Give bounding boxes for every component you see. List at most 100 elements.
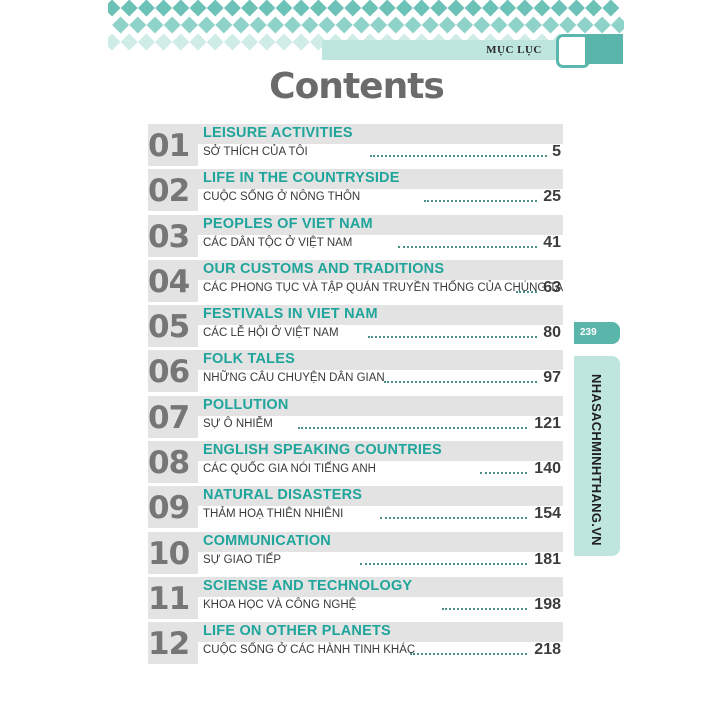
diamond-shape <box>172 33 190 51</box>
chapter-row[interactable]: 10 COMMUNICATION SỰ GIAO TIẾP 181 <box>148 531 563 574</box>
chapter-page: 5 <box>552 143 561 160</box>
diamond-shape <box>275 0 293 17</box>
header-tail-decoration <box>585 34 623 64</box>
leader-dots <box>384 381 537 384</box>
chapter-page: 218 <box>534 641 561 659</box>
chapter-row[interactable]: 06 FOLK TALES NHỮNG CÂU CHUYỆN DÂN GIAN … <box>148 350 563 393</box>
chapter-row[interactable]: 02 LIFE IN THE COUNTRYSIDE CUỘC SỐNG Ở N… <box>148 169 563 212</box>
diamond-shape <box>473 16 491 34</box>
chapter-number: 06 <box>148 354 190 391</box>
diamond-shape <box>129 16 147 34</box>
leader-dots <box>398 245 537 248</box>
diamond-shape <box>352 16 370 34</box>
diamond-shape <box>215 16 233 34</box>
diamond-shape <box>576 16 594 34</box>
diamond-shape <box>284 16 302 34</box>
diamond-shape <box>395 0 413 17</box>
diamond-shape <box>464 0 482 17</box>
diamond-shape <box>108 33 121 51</box>
diamond-pattern-decoration <box>108 0 624 51</box>
leader-dots <box>370 155 547 157</box>
chapter-number: 03 <box>148 218 190 255</box>
diamond-shape <box>490 16 508 34</box>
chapter-row[interactable]: 04 OUR CUSTOMS AND TRADITIONS CÁC PHONG … <box>148 259 564 302</box>
chapter-title-en: LIFE IN THE COUNTRYSIDE <box>203 170 400 187</box>
diamond-shape <box>516 0 534 17</box>
chapter-number: 10 <box>148 535 190 572</box>
chapter-title-vi: CÁC LỄ HỘI Ở VIỆT NAM <box>203 327 339 340</box>
diamond-shape <box>292 33 310 51</box>
leader-dots <box>442 607 527 610</box>
diamond-shape <box>223 0 241 17</box>
diamond-shape <box>309 0 327 17</box>
diamond-shape <box>137 33 155 51</box>
diamond-shape <box>499 0 517 17</box>
chapter-page: 140 <box>534 460 561 478</box>
diamond-shape <box>327 0 345 17</box>
diamond-shape <box>241 33 259 51</box>
diamond-shape <box>172 0 190 17</box>
diamond-shape <box>550 0 568 17</box>
chapter-row[interactable]: 03 PEOPLES OF VIET NAM CÁC DÂN TỘC Ở VIỆ… <box>148 214 563 257</box>
chapter-row[interactable]: 09 NATURAL DISASTERS THẢM HOẠ THIÊN NHIÊ… <box>148 486 563 529</box>
chapter-title-vi: CUỘC SỐNG Ở NÔNG THÔN <box>203 191 361 204</box>
chapter-row[interactable]: 05 FESTIVALS IN VIET NAM CÁC LỄ HỘI Ở VI… <box>148 305 563 348</box>
diamond-shape <box>292 0 310 17</box>
contents-list: 01 LEISURE ACTIVITIES SỞ THÍCH CỦA TÔI 5… <box>148 124 563 668</box>
chapter-row[interactable]: 11 SCIENSE AND TECHNOLOGY KHOA HỌC VÀ CÔ… <box>148 576 563 619</box>
chapter-number: 05 <box>148 309 190 346</box>
diamond-shape <box>198 16 216 34</box>
diamond-shape <box>266 16 284 34</box>
diamond-shape <box>507 16 525 34</box>
diamond-shape <box>430 0 448 17</box>
chapter-row[interactable]: 12 LIFE ON OTHER PLANETS CUỘC SỐNG Ở CÁC… <box>148 622 563 665</box>
diamond-shape <box>301 16 319 34</box>
diamond-shape <box>146 16 164 34</box>
diamond-shape <box>481 0 499 17</box>
chapter-title-en: ENGLISH SPEAKING COUNTRIES <box>203 442 442 459</box>
chapter-row[interactable]: 01 LEISURE ACTIVITIES SỞ THÍCH CỦA TÔI 5 <box>148 124 563 166</box>
diamond-shape <box>361 0 379 17</box>
section-label: MỤC LỤC <box>486 44 542 56</box>
diamond-shape <box>447 0 465 17</box>
diamond-shape <box>533 0 551 17</box>
chapter-page: 25 <box>543 188 561 206</box>
diamond-shape <box>524 16 542 34</box>
website-label: NHASACHMINHTHANG.VN <box>589 374 604 546</box>
chapter-title-vi: CÁC PHONG TỤC VÀ TẬP QUÁN TRUYỀN THỐNG C… <box>203 281 564 294</box>
chapter-number: 07 <box>148 399 190 436</box>
chapter-title-en: FESTIVALS IN VIET NAM <box>203 306 378 323</box>
chapter-row[interactable]: 07 POLLUTION SỰ Ô NHIỄM 121 <box>148 395 563 438</box>
diamond-shape <box>120 33 138 51</box>
diamond-shape <box>456 16 474 34</box>
diamond-shape <box>559 16 577 34</box>
chapter-page: 41 <box>543 233 561 251</box>
chapter-title-vi: SỰ GIAO TIẾP <box>203 553 281 566</box>
diamond-shape <box>438 16 456 34</box>
chapter-number: 11 <box>148 580 190 617</box>
chapter-title-vi: CÁC DÂN TỘC Ở VIỆT NAM <box>203 236 353 249</box>
chapter-title-en: POLLUTION <box>203 396 289 413</box>
diamond-shape <box>258 0 276 17</box>
chapter-title-vi: NHỮNG CÂU CHUYỆN DÂN GIAN <box>203 372 385 385</box>
diamond-shape <box>387 16 405 34</box>
diamond-shape <box>413 0 431 17</box>
diamond-shape <box>112 16 130 34</box>
diamond-shape <box>155 33 173 51</box>
chapter-title-en: LIFE ON OTHER PLANETS <box>203 623 391 640</box>
leader-dots <box>480 472 527 475</box>
chapter-row[interactable]: 08 ENGLISH SPEAKING COUNTRIES CÁC QUỐC G… <box>148 441 563 484</box>
diamond-shape <box>593 16 611 34</box>
chapter-title-vi: KHOA HỌC VÀ CÔNG NGHỆ <box>203 598 357 611</box>
chapter-title-vi: SỰ Ô NHIỄM <box>203 417 273 430</box>
chapter-page: 80 <box>543 324 561 342</box>
website-panel <box>574 356 620 556</box>
diamond-shape <box>602 0 620 17</box>
leader-dots <box>516 290 537 293</box>
chapter-number: 09 <box>148 490 190 527</box>
chapter-title-en: FOLK TALES <box>203 351 295 368</box>
chapter-title-vi: THẢM HOẠ THIÊN NHIÊNI <box>203 508 344 521</box>
diamond-shape <box>189 0 207 17</box>
chapter-title-en: COMMUNICATION <box>203 532 331 549</box>
chapter-title-en: NATURAL DISASTERS <box>203 487 363 504</box>
